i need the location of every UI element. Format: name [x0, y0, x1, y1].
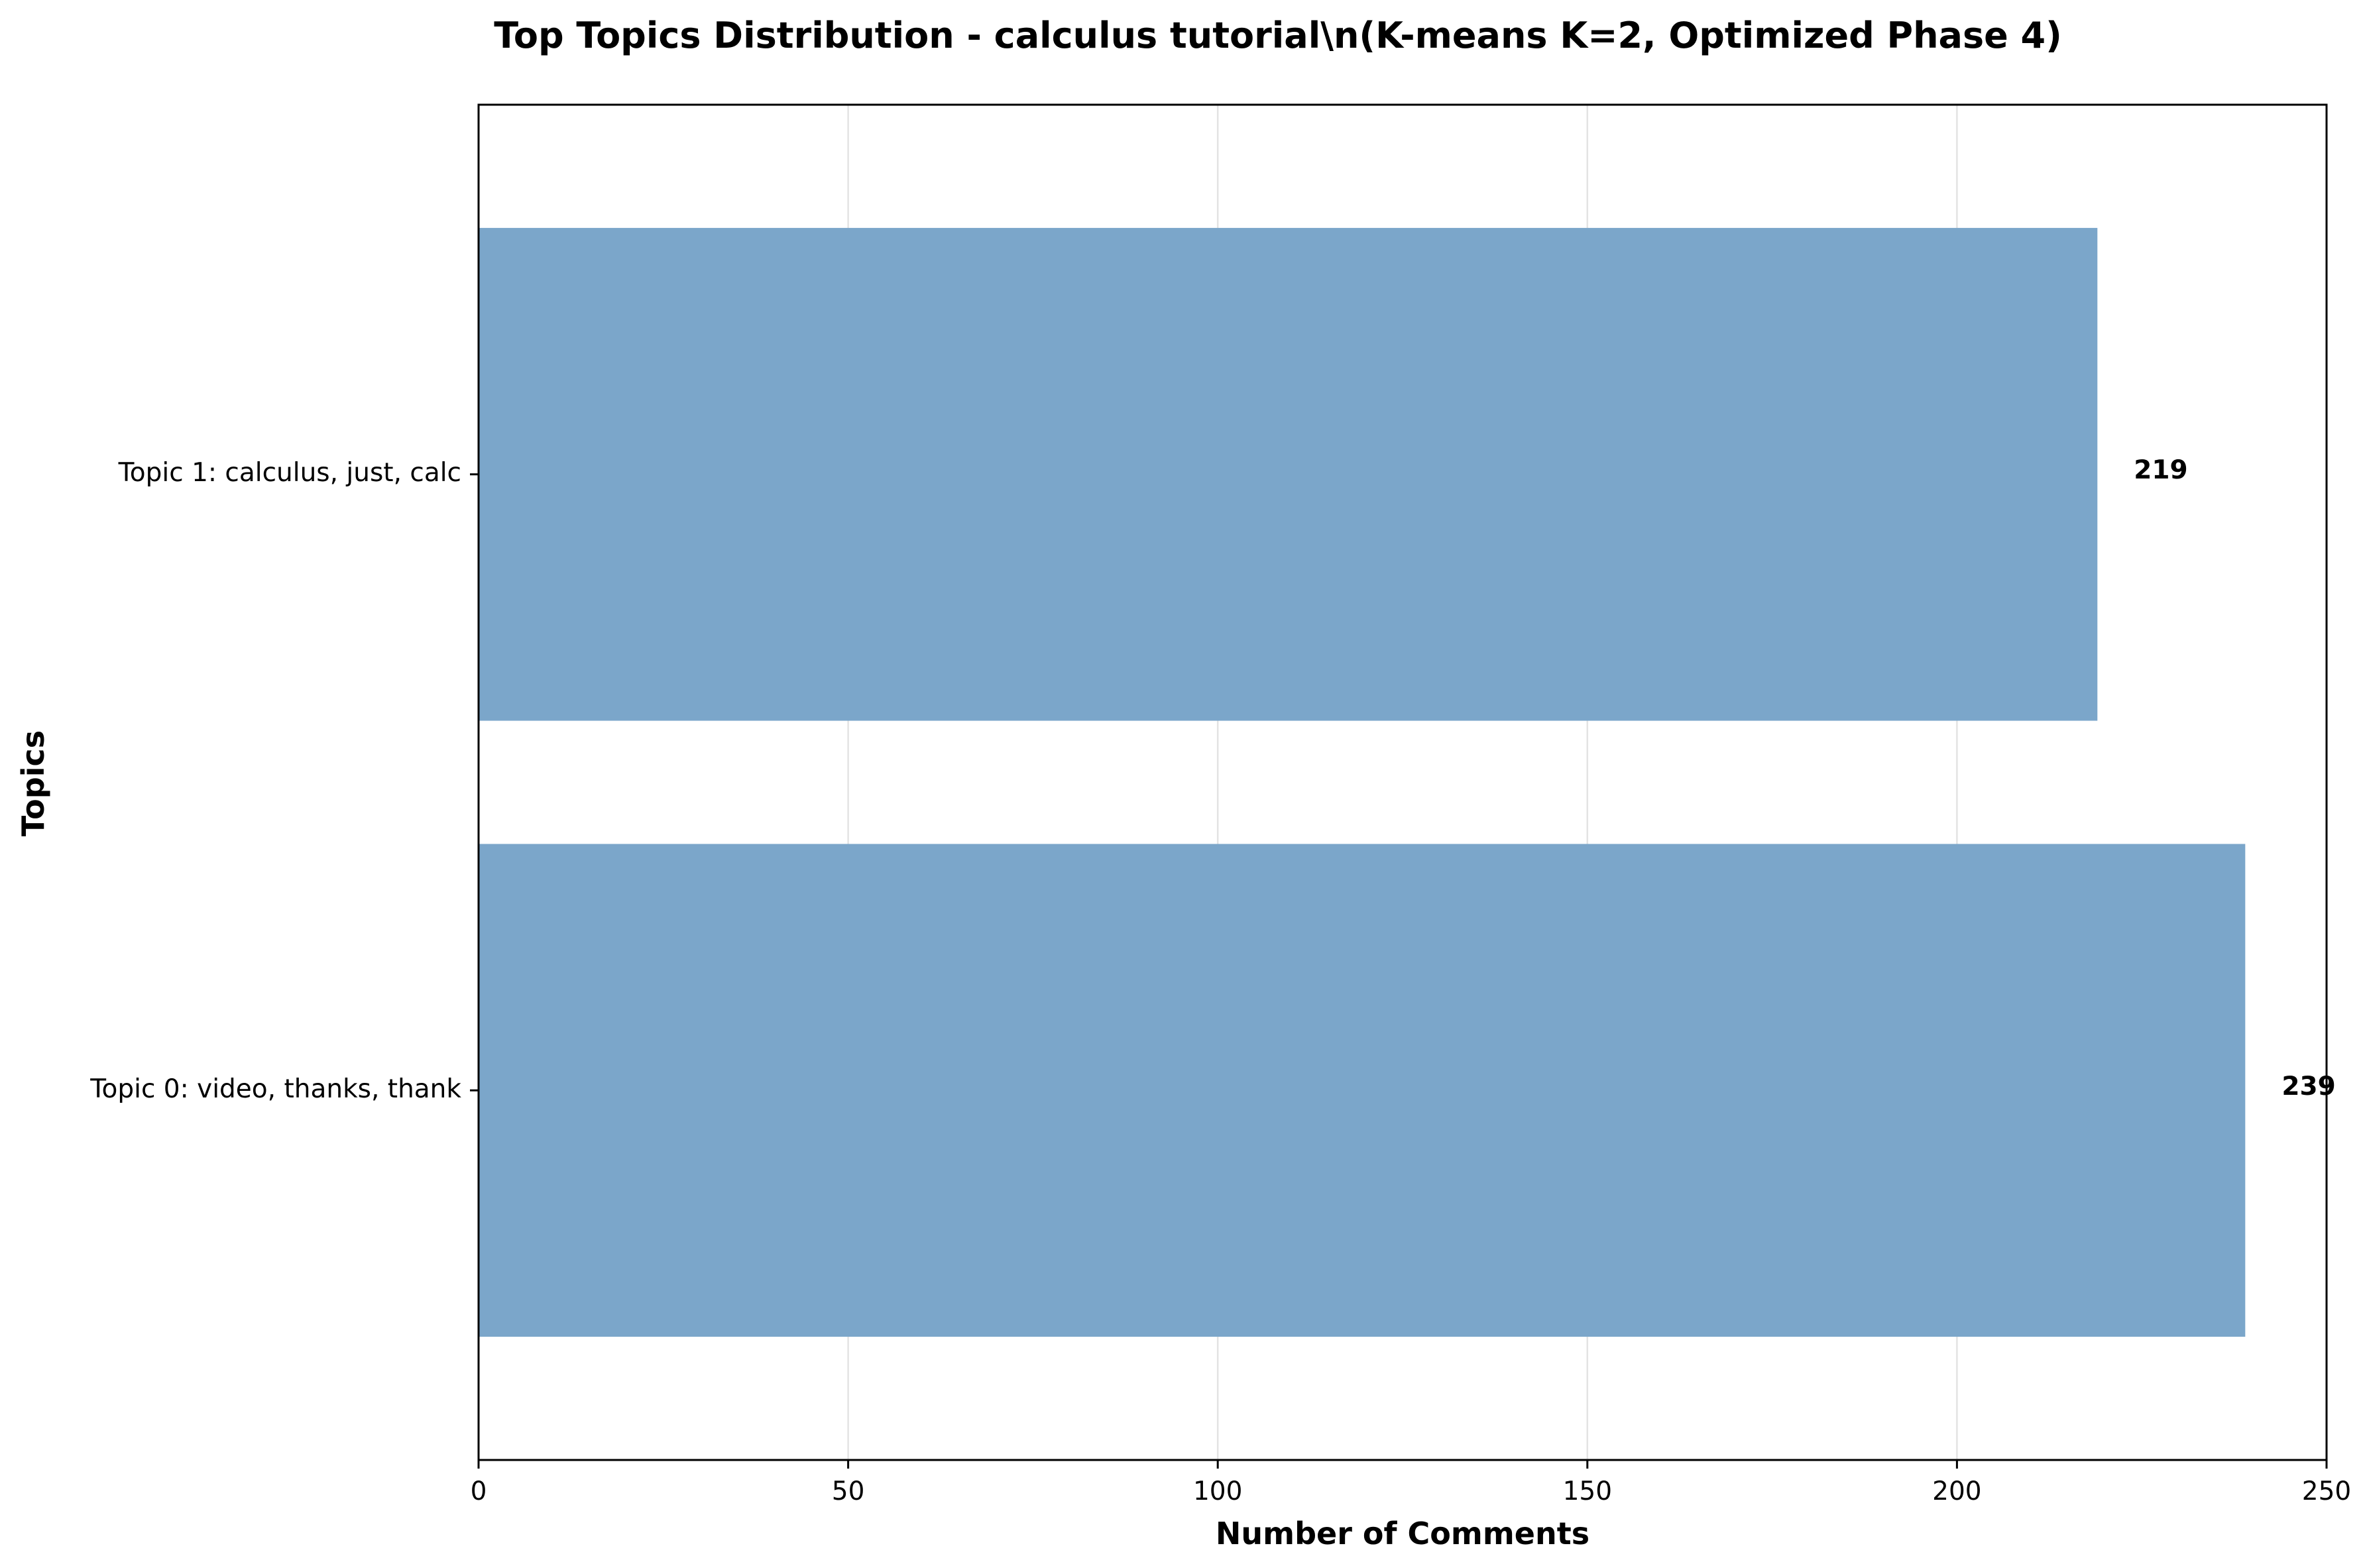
x-tick-label-4: 200	[1932, 1477, 1981, 1506]
bar-0	[479, 844, 2246, 1337]
data-label-0: 239	[2281, 1072, 2335, 1101]
y-tick-label-0: Topic 0: video, thanks, thank	[89, 1074, 461, 1104]
x-tick-label-5: 250	[2302, 1477, 2351, 1506]
y-axis-ticks: Topic 0: video, thanks, thank Topic 1: ca…	[89, 458, 479, 1104]
x-axis-label: Number of Comments	[1216, 1516, 1589, 1551]
bars	[479, 227, 2246, 1337]
data-label-1: 219	[2134, 455, 2187, 485]
y-tick-label-1: Topic 1: calculus, just, calc	[118, 458, 461, 488]
plot-frame	[477, 103, 2328, 1461]
y-axis-label: Topics	[15, 730, 51, 836]
bar-1	[479, 227, 2098, 721]
x-tick-label-2: 100	[1193, 1477, 1242, 1506]
x-tick-label-0: 0	[471, 1477, 487, 1506]
x-tick-label-1: 50	[832, 1477, 865, 1506]
chart-title: Top Topics Distribution - calculus tutor…	[494, 15, 2062, 56]
x-axis-ticks: 0 50 100 150 200 250	[471, 1460, 2351, 1506]
x-tick-label-3: 150	[1563, 1477, 1612, 1506]
